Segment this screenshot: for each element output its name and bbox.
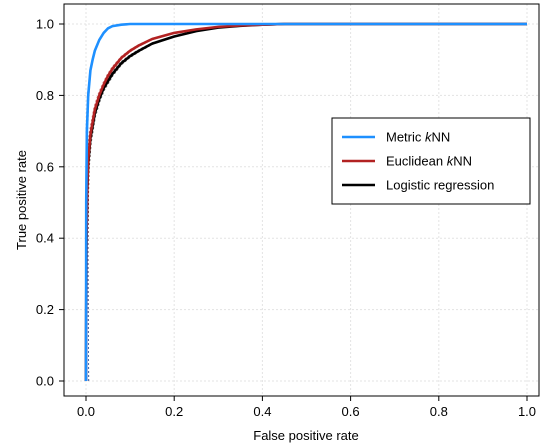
y-tick-label: 0.0 [36,374,54,389]
series-line [84,22,527,382]
legend-label: Metric kNN [386,130,450,145]
y-tick-label: 1.0 [36,17,54,32]
y-tick-label: 0.2 [36,302,54,317]
x-tick-label: 0.4 [253,404,271,419]
y-tick-label: 0.6 [36,159,54,174]
legend-label-part: NN [453,154,472,169]
y-axis-ticks: 0.0 0.2 0.4 0.6 0.8 1.0 [36,17,64,389]
y-tick-label: 0.4 [36,231,54,246]
legend-label-part: Euclidean [386,154,447,169]
x-tick-label: 0.0 [77,404,95,419]
legend-label-part: k [425,130,433,145]
series-lines [84,22,527,382]
legend-label-part: Logistic regression [386,178,494,193]
x-tick-label: 1.0 [518,404,536,419]
x-axis-title: False positive rate [253,428,359,443]
legend-label: Euclidean kNN [386,154,472,169]
x-tick-label: 0.2 [165,404,183,419]
y-tick-label: 0.8 [36,88,54,103]
x-tick-label: 0.8 [430,404,448,419]
legend-label-part: Metric [386,130,425,145]
legend-label: Logistic regression [386,178,494,193]
plot-frame [63,3,540,397]
legend-label-part: k [447,154,455,169]
y-axis-title: True positive rate [14,150,29,250]
x-axis-ticks: 0.0 0.2 0.4 0.6 0.8 1.0 [77,396,536,419]
x-tick-label: 0.6 [342,404,360,419]
legend-label-part: NN [432,130,451,145]
